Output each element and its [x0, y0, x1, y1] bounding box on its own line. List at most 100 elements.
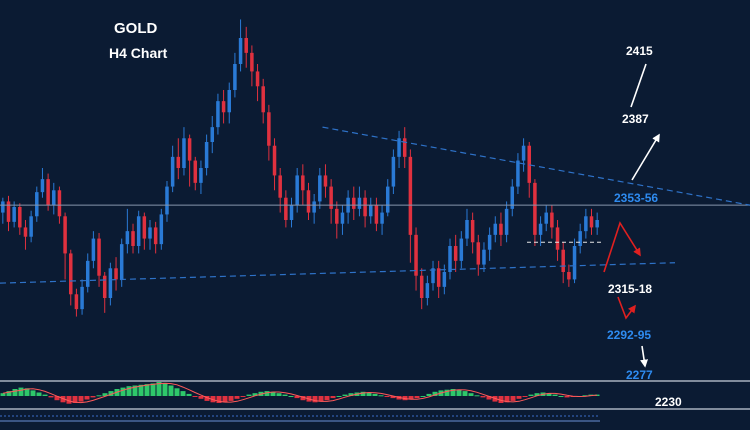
candle-down: [23, 227, 28, 237]
histogram-bar-up: [96, 395, 102, 397]
candle-up: [182, 138, 186, 168]
candle-up: [448, 246, 452, 272]
candle-down: [453, 246, 458, 261]
candle-down: [414, 234, 418, 276]
candle-down: [97, 238, 101, 276]
candle-up: [544, 212, 548, 224]
candle-up: [493, 223, 498, 235]
histogram-bar-up: [186, 393, 192, 396]
candle-up: [482, 249, 486, 265]
histogram-bar-down: [384, 396, 390, 397]
histogram-bar-up: [450, 389, 456, 396]
histogram-bar-up: [360, 391, 366, 396]
candle-down: [244, 38, 248, 53]
candle-up: [227, 90, 231, 113]
candle-up: [85, 260, 90, 287]
candle-up: [91, 238, 96, 261]
lines-layer: [0, 126, 750, 284]
candle-up: [159, 214, 164, 245]
histogram-bar-up: [108, 391, 114, 396]
candle-down: [533, 182, 537, 235]
candle-down: [419, 275, 424, 298]
histogram-bar-up: [342, 394, 348, 396]
histogram-bar-down: [408, 396, 414, 400]
candle-up: [170, 156, 175, 187]
candle-up: [136, 216, 141, 246]
level-label-2387: 2387: [622, 112, 649, 126]
arrow-red-up-down: [603, 221, 641, 273]
histogram-bar-up: [144, 384, 150, 396]
candle-up: [52, 190, 56, 206]
candle-up: [1, 201, 5, 213]
candle-down: [6, 201, 11, 222]
candle-up: [40, 179, 45, 193]
histogram-bar-up: [24, 388, 30, 396]
histogram-bar-down: [330, 396, 336, 399]
histogram-bar-up: [132, 385, 138, 396]
histogram-bar-down: [498, 396, 504, 403]
candle-down: [550, 212, 554, 228]
histogram-bar-down: [198, 396, 204, 399]
histogram-bar-up: [0, 393, 6, 396]
histogram-bar-down: [510, 396, 516, 401]
histogram-bar-down: [480, 396, 486, 398]
candle-up: [148, 227, 152, 239]
candle-down: [363, 197, 367, 217]
histogram-bar-down: [300, 396, 306, 401]
candle-up: [442, 272, 447, 287]
histogram-bar-up: [150, 383, 156, 396]
candle-down: [153, 227, 158, 245]
candle-up: [385, 186, 390, 213]
candle-up: [233, 64, 237, 90]
candle-down: [255, 71, 260, 87]
candle-up: [595, 220, 599, 228]
candle-down: [589, 216, 594, 228]
candle-up: [397, 138, 401, 157]
histogram-bar-up: [462, 391, 468, 396]
candle-up: [340, 212, 345, 224]
candle-up: [12, 207, 16, 222]
level-label-2230: 2230: [655, 395, 682, 409]
candle-down: [69, 253, 73, 295]
candle-down: [335, 208, 339, 224]
histogram-bar-up: [528, 394, 534, 396]
histogram-bar-down: [90, 396, 96, 398]
histogram-bar-down: [66, 396, 72, 404]
histogram-bar-up: [378, 395, 384, 397]
histogram-bar-up: [264, 391, 270, 396]
candle-down: [402, 138, 407, 157]
level-label-2277: 2277: [626, 368, 653, 382]
candle-down: [323, 175, 328, 187]
candle-down: [470, 220, 475, 243]
candle-down: [374, 205, 379, 224]
histogram-bar-down: [216, 396, 222, 403]
candle-down: [46, 179, 50, 206]
histogram-bar-up: [252, 393, 258, 396]
histogram-bar-up: [18, 387, 24, 396]
histogram-bar-up: [552, 394, 558, 396]
candle-up: [289, 205, 294, 220]
histogram-bar-up: [336, 396, 342, 397]
histogram-bar-up: [168, 385, 174, 396]
arrow-red-bounce: [617, 296, 636, 320]
histogram-bar-up: [474, 395, 480, 397]
histogram-bar-up: [138, 384, 144, 396]
histogram-bar-up: [6, 391, 12, 396]
candle-up: [357, 197, 362, 209]
candle-up: [312, 201, 316, 213]
candle-down: [250, 52, 254, 72]
histogram-bar-up: [42, 394, 48, 396]
candle-down: [436, 268, 441, 287]
candle-up: [35, 192, 39, 217]
candle-down: [18, 207, 22, 228]
histogram-bar-down: [222, 396, 228, 403]
histogram-bar-down: [240, 396, 246, 397]
histogram-bar-down: [60, 396, 66, 403]
candle-up: [538, 223, 543, 235]
histogram-bar-up: [120, 387, 126, 396]
candle-up: [380, 212, 384, 224]
histogram-bar-up: [276, 393, 282, 396]
histogram-bar-up: [534, 393, 540, 396]
